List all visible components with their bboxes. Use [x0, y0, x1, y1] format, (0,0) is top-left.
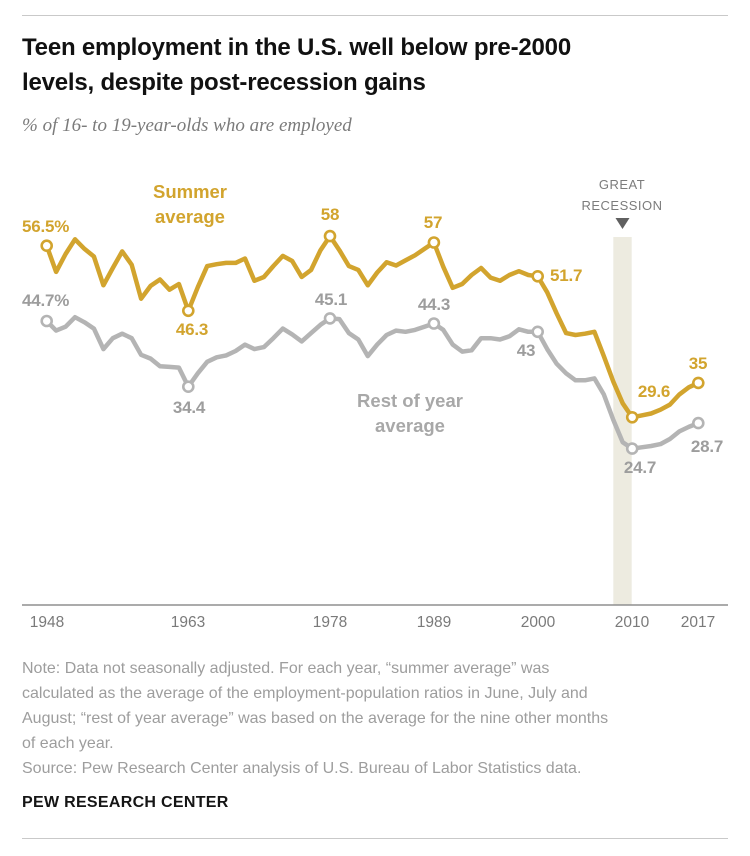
point-label-rest-2010: 24.7 — [623, 458, 657, 477]
summer-line — [44, 233, 701, 420]
data-point-marker — [40, 314, 54, 328]
data-point-marker — [323, 229, 337, 243]
point-label-summer-2010: 29.6 — [637, 382, 671, 401]
great-recession-annotation: GREAT RECESSION — [581, 177, 663, 213]
footer: Note: Data not seasonally adjusted. For … — [22, 656, 734, 781]
data-point-marker — [323, 312, 337, 325]
point-label-rest-2017: 28.7 — [690, 437, 724, 456]
line-chart: Summer average Rest of year average GREA… — [0, 150, 750, 640]
x-tick-2017: 2017 — [680, 614, 716, 631]
recession-band — [613, 237, 632, 605]
point-label-rest-1963: 34.4 — [172, 398, 206, 417]
source-text: Source: Pew Research Center analysis of … — [22, 760, 582, 777]
data-point-marker — [427, 236, 441, 249]
data-point-marker — [427, 317, 441, 330]
chart-subtitle: % of 16- to 19-year-olds who are employe… — [22, 115, 352, 136]
data-point-marker — [531, 270, 545, 283]
data-point-marker — [625, 410, 639, 424]
x-tick-1963: 1963 — [170, 614, 206, 631]
data-point-marker — [40, 239, 54, 252]
point-label-summer-1948: 56.5% — [22, 217, 70, 236]
note-text: Note: Data not seasonally adjusted. For … — [22, 660, 609, 752]
point-label-summer-2017: 35 — [688, 354, 708, 373]
pew-research-center-wordmark: PEW RESEARCH CENTER — [22, 794, 229, 811]
x-tick-1978: 1978 — [312, 614, 348, 631]
rest-of-year-line — [44, 314, 701, 451]
data-point-marker — [182, 304, 195, 318]
point-label-rest-2000: 43 — [516, 341, 536, 360]
point-label-summer-1978: 58 — [320, 205, 340, 224]
x-tick-2000: 2000 — [520, 614, 556, 631]
x-tick-2010: 2010 — [614, 614, 650, 631]
data-point-marker — [691, 416, 705, 430]
top-divider — [22, 15, 728, 16]
x-tick-1948: 1948 — [29, 614, 65, 631]
point-label-summer-2000: 51.7 — [550, 266, 583, 285]
rest-series-label: Rest of year average — [357, 390, 463, 436]
x-tick-1989: 1989 — [416, 614, 452, 631]
chart-canvas — [22, 218, 728, 606]
point-label-rest-1948: 44.7% — [22, 291, 70, 310]
point-label-summer-1989: 57 — [423, 213, 443, 232]
page-title: Teen employment in the U.S. well below p… — [22, 34, 571, 96]
data-point-marker — [182, 380, 195, 393]
data-point-marker — [531, 325, 545, 339]
summer-series-label: Summer average — [152, 181, 228, 227]
data-point-marker — [691, 376, 705, 390]
point-label-rest-1978: 45.1 — [314, 290, 348, 309]
point-label-summer-1963: 46.3 — [175, 320, 209, 339]
point-label-rest-1989: 44.3 — [417, 295, 451, 314]
recession-arrow-icon — [615, 218, 630, 229]
data-point-marker — [625, 442, 639, 455]
bottom-divider — [22, 838, 728, 839]
